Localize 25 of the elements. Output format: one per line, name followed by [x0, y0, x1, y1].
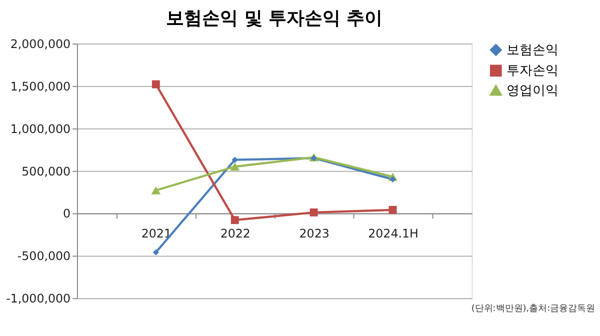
point	[390, 176, 396, 182]
y-tick-label: 1,000,000	[10, 122, 71, 136]
chart-title: 보험손익 및 투자손익 추이	[166, 8, 383, 29]
point	[230, 162, 240, 171]
y-tick-label: -500,000	[17, 249, 71, 264]
point	[152, 249, 160, 256]
legend-label: 투자손익	[506, 64, 558, 79]
point	[152, 80, 160, 88]
y-tick-label: 1,500,000	[10, 79, 71, 94]
point	[388, 206, 397, 214]
x-tick-label: 2022	[220, 226, 250, 240]
x-tick-label: 2021	[141, 226, 172, 240]
text: (단위:백만원),출처:금융감독원	[471, 304, 596, 314]
point	[230, 216, 239, 224]
point	[232, 156, 238, 163]
y-tick-label: 500,000	[22, 164, 71, 178]
y-tick-label: 2,000,000	[10, 36, 71, 51]
y-tick-label: -1,000,000	[6, 292, 71, 306]
legend-label: 영업이익	[506, 83, 558, 98]
x-tick-label: 2023	[299, 226, 330, 240]
point	[310, 208, 318, 216]
y-tick-label: 0	[63, 206, 71, 221]
x-tick-label: 2024.1H	[368, 226, 418, 240]
legend-label: 보험손익	[506, 42, 558, 58]
point	[151, 186, 161, 194]
